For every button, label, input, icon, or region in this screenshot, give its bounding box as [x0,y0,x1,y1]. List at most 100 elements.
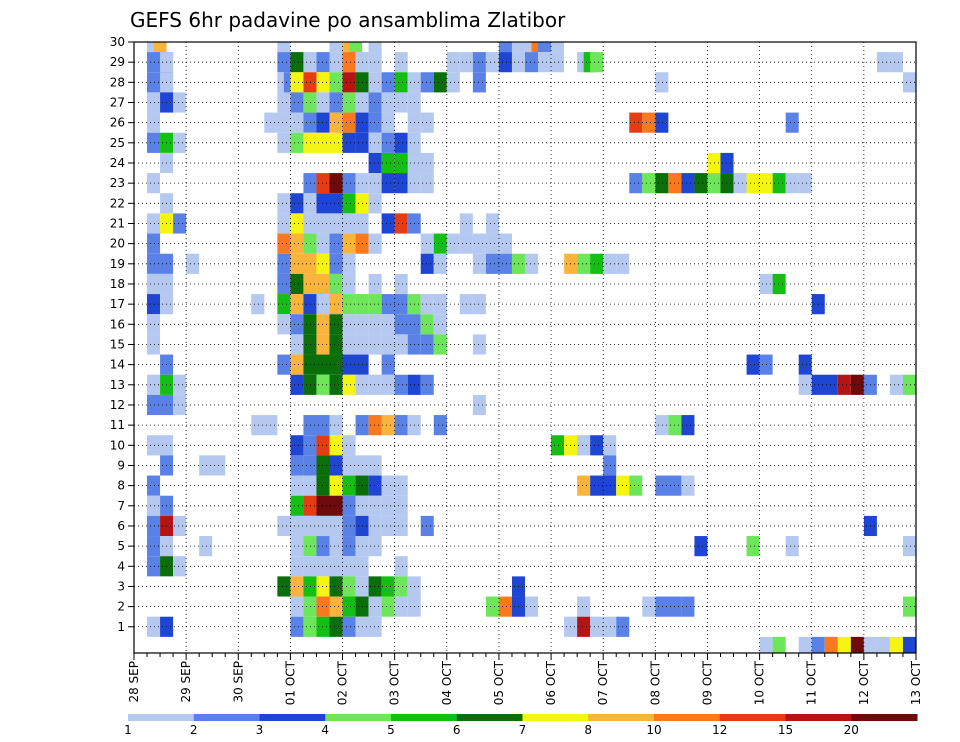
heatmap-cell [420,72,434,93]
y-tick-label: 13 [110,378,125,392]
heatmap-cell [811,374,838,395]
heatmap-cell [147,112,161,133]
heatmap-cell [798,354,812,375]
heatmap-cell [472,72,486,93]
heatmap-cell [394,173,408,194]
x-tick-label: 30 SEP [231,661,245,703]
heatmap-cell [147,475,161,496]
heatmap-cell [290,92,304,113]
heatmap-cell [381,334,395,355]
heatmap-cell [303,334,317,355]
heatmap-cell [381,132,395,153]
x-tick-label: 01 OCT [283,660,297,705]
heatmap-cell [381,354,395,375]
heatmap-cell [472,52,486,73]
y-tick-label: 8 [117,479,125,493]
heatmap-cell [368,112,382,133]
heatmap-cell [707,173,721,194]
heatmap-cell [342,92,356,113]
heatmap-cell [290,475,304,496]
heatmap-cell [277,576,291,597]
heatmap-cell [303,213,317,234]
heatmap-cell [290,314,304,335]
x-tick-label: 08 OCT [648,660,662,705]
x-tick-label: 09 OCT [700,660,714,705]
colorbar-label: 6 [453,723,461,737]
heatmap-cell [381,152,395,174]
heatmap-cell [303,495,317,516]
heatmap-cell [329,213,343,234]
heatmap-cell [277,314,291,335]
heatmap-cell [290,616,304,637]
heatmap-cell [381,415,395,436]
y-tick-label: 24 [110,156,125,170]
x-tick-label: 11 OCT [805,660,819,705]
heatmap-cell [329,455,343,476]
heatmap-cell [342,576,356,597]
heatmap-cell [342,72,356,93]
heatmap-cell [433,415,447,436]
y-tick-label: 25 [110,136,125,150]
heatmap-cell [329,374,343,395]
heatmap-cell [498,233,512,254]
colorbar-label: 8 [584,723,592,737]
heatmap-cell [316,495,343,516]
heatmap-cell [290,536,304,557]
heatmap-cell [303,233,317,254]
heatmap-cell [733,173,747,194]
y-tick-label: 28 [110,75,125,89]
heatmap-cell [876,636,890,653]
heatmap-cell [342,112,356,133]
x-tick-label: 10 OCT [753,660,767,705]
heatmap-cell [186,253,200,274]
y-tick-label: 27 [110,95,125,109]
heatmap-cell [629,173,643,194]
heatmap-cell [485,52,499,73]
heatmap-cell [303,536,317,557]
colorbar-label: 4 [321,723,329,737]
heatmap-cell [290,596,304,617]
heatmap-cell [446,233,460,254]
heatmap-cell [368,152,382,174]
heatmap-cell [277,273,291,295]
heatmap-cell [368,42,382,53]
heatmap-cell [147,435,174,456]
heatmap-cell [342,253,356,274]
colorbar-swatch [522,714,589,721]
heatmap-cell [655,415,669,436]
heatmap-cell [798,173,812,194]
heatmap-cell [277,92,291,113]
heatmap-cell [342,132,356,153]
heatmap-cell [368,314,382,335]
heatmap-cell [277,354,291,375]
heatmap-cell [199,455,226,476]
heatmap-cell [147,273,174,295]
heatmap-cell [342,616,356,637]
heatmap-cell [329,515,343,537]
colorbar-swatch [588,714,655,721]
heatmap-cell [290,233,304,254]
heatmap-cell [277,42,291,53]
heatmap-cell [173,374,187,395]
heatmap-cell [329,233,343,254]
heatmap-cell [303,112,317,133]
heatmap-cell [420,112,434,133]
heatmap-cell [199,536,213,557]
colorbar-label: 7 [519,723,527,737]
heatmap-cell [173,213,187,234]
heatmap-cell [394,72,408,93]
heatmap-cell [798,636,812,653]
x-tick-label: 03 OCT [388,660,402,705]
heatmap-cell [720,173,734,194]
heatmap-cell [394,374,408,395]
heatmap-cell [381,576,395,597]
heatmap-cell [342,596,356,617]
colorbar-swatch [654,714,721,721]
heatmap-cell [889,636,903,653]
heatmap-cell [798,374,812,395]
heatmap-cell [342,515,356,537]
heatmap-cell [147,173,161,194]
heatmap-cell [329,253,343,274]
heatmap-cell [420,515,434,537]
heatmap-cell [902,596,916,617]
